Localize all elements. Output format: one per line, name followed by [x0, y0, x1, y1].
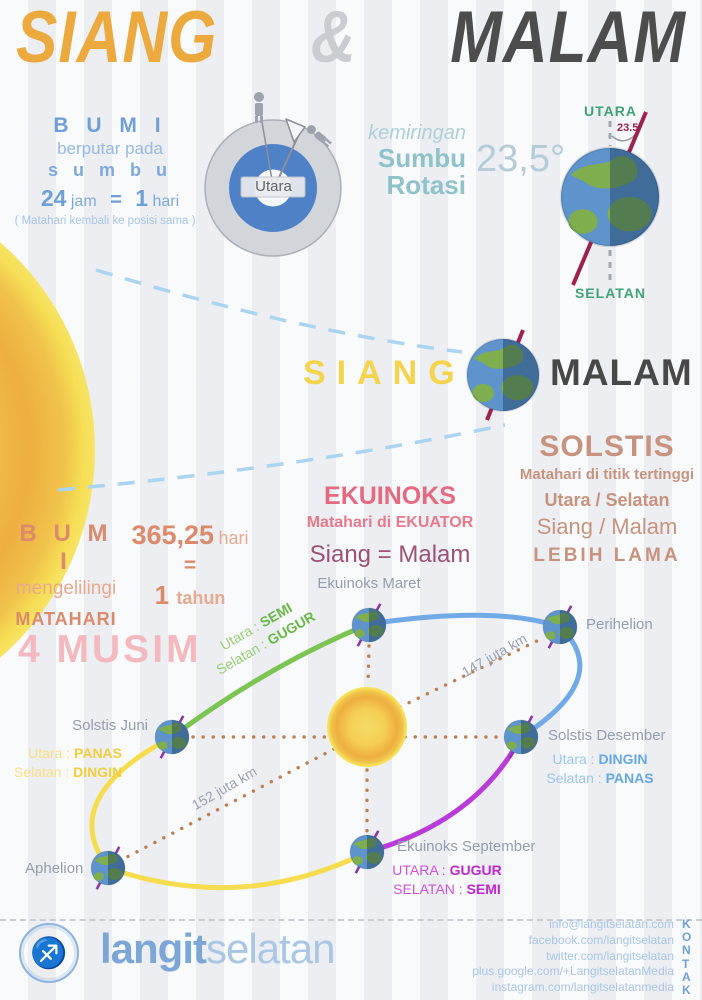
label-solstis-juni: Solstis Juni — [72, 717, 148, 734]
rotation-days: 1 — [135, 185, 149, 211]
sagittarius-icon: ♐ — [30, 936, 68, 970]
spin-arrow-head-icon — [285, 118, 306, 143]
sun-orbit-center — [327, 687, 407, 767]
contact-twitter: twitter.com/langitselatan — [545, 948, 674, 963]
brand-selatan: selatan — [206, 925, 335, 972]
distance-aphelion: 152 juta km — [188, 762, 260, 814]
orbit-arc-yellow — [89, 734, 370, 891]
earth-aphelion — [90, 850, 126, 886]
rotation-days-unit: hari — [152, 193, 180, 210]
orbit-arc-purple — [364, 734, 524, 855]
label-perihelion: Perihelion — [586, 616, 653, 633]
title-siang: SIANG — [16, 0, 218, 79]
orbit-dashed-upper — [95, 268, 463, 354]
solstis-line1: Matahari di titik tertinggi — [519, 466, 695, 483]
earth-axis-tilted — [571, 111, 648, 286]
rotation-block: B U M I berputar pada s u m b u 24 jam =… — [15, 114, 205, 227]
ekuinoks-title: EKUINOKS — [324, 482, 456, 510]
orbit-dashed-lower — [57, 423, 506, 492]
revolution-years: 1 — [154, 580, 170, 610]
rotation-equation: 24 jam = 1 hari — [15, 185, 205, 212]
night-label: MALAM — [550, 352, 693, 393]
distance-perihelion: 147 juta km — [458, 629, 530, 681]
rotation-sub2: s u m b u — [47, 160, 172, 180]
axis-south-label: SELATAN — [574, 285, 647, 301]
earth-day-night — [466, 338, 540, 412]
solstis-line4: LEBIH LAMA — [533, 545, 681, 566]
label-ekuinoks-september: Ekuinoks September — [397, 838, 536, 855]
revolution-sub2: MATAHARI — [15, 609, 117, 629]
rotation-sub1: berputar pada — [57, 139, 163, 158]
ekuinoks-line2: Siang = Malam — [309, 541, 471, 568]
revolution-days: 365,25 — [131, 520, 215, 550]
revolution-equals: = — [183, 554, 197, 577]
seasons-title: 4 MUSIM — [18, 628, 202, 671]
axis-north-label: UTARA — [584, 103, 637, 119]
spin-diagram — [204, 92, 342, 257]
orbit-arc-blue — [366, 612, 583, 740]
seasons-solstis-juni: Utara : PANAS Selatan : DINGIN — [14, 745, 123, 780]
revolution-heading: B U M I — [19, 520, 113, 575]
revolution-years-unit: tahun — [176, 588, 226, 608]
earth-tilt — [559, 146, 661, 248]
tilt-lead: kemiringan — [368, 122, 466, 144]
earth-solstis-juni — [154, 719, 190, 755]
revolution-block: B U M I mengelilingi MATAHARI 365,25 har… — [12, 520, 260, 630]
rotation-hours: 24 — [40, 185, 67, 211]
brand-langit: langit — [100, 925, 207, 972]
day-label: SIANG — [303, 354, 466, 392]
contact-googleplus: plus.google.com/+LangitselatanMedia — [472, 964, 674, 979]
person-lying-icon — [306, 125, 332, 148]
earth-axis-middle — [485, 329, 525, 421]
solstis-line2: Utara / Selatan — [544, 490, 670, 510]
label-solstis-desember: Solstis Desember — [548, 727, 666, 744]
solstis-title: SOLSTIS — [539, 430, 675, 463]
title-malam: MALAM — [450, 0, 686, 79]
label-aphelion: Aphelion — [25, 860, 84, 877]
contact-instagram: instagram.com/langitselatanmedia — [491, 980, 674, 995]
rotation-heading: B U M I — [53, 114, 167, 137]
kontak-vertical-label: KONTAK — [682, 917, 692, 998]
revolution-days-unit: hari — [218, 528, 249, 548]
spin-radius-line — [261, 121, 274, 187]
tilt-angle: 23,5° — [476, 138, 566, 180]
spin-hub-label: Utara — [255, 178, 292, 195]
ekuinoks-line1: Matahari di EKUATOR — [306, 514, 474, 531]
ekuinoks-block: EKUINOKS Matahari di EKUATOR Siang = Mal… — [292, 482, 488, 569]
tilt-block: kemiringan Sumbu Rotasi 23,5° — [348, 122, 565, 200]
earth-ekuinoks-september — [349, 834, 385, 870]
seasons-solstis-desember: Utara : DINGIN Selatan : PANAS — [546, 751, 654, 786]
earth-ekuinoks-maret — [351, 607, 387, 643]
tilt-line1: Sumbu — [377, 143, 466, 173]
earth-solstis-desember — [503, 719, 539, 755]
brand-logo: langitselatan — [100, 925, 335, 973]
tilt-line2: Rotasi — [386, 170, 466, 201]
solstis-block: SOLSTIS Matahari di titik tertinggi Utar… — [512, 430, 702, 567]
rotation-equals: = — [110, 189, 122, 211]
seasons-ekuinoks-september: UTARA : GUGUR SELATAN : SEMI — [392, 862, 502, 897]
label-ekuinoks-maret: Ekuinoks Maret — [317, 575, 421, 592]
contact-list: info@langitselatan.com facebook.com/lang… — [374, 917, 674, 996]
contact-email: info@langitselatan.com — [549, 917, 674, 931]
revolution-sub1: mengelilingi — [15, 578, 117, 599]
axis-angle-label: 23.5° — [617, 122, 643, 134]
solstis-line3: Siang / Malam — [536, 514, 678, 539]
footer-divider — [0, 919, 702, 921]
rotation-hours-unit: jam — [70, 193, 97, 210]
contact-facebook: facebook.com/langitselatan — [528, 932, 674, 947]
page-title: SIANG & MALAM — [0, 0, 702, 79]
rotation-note: ( Matahari kembali ke posisi sama ) — [14, 215, 196, 227]
person-standing-icon — [254, 92, 264, 123]
earth-perihelion — [542, 609, 578, 645]
langitselatan-badge-icon: ♐ — [19, 923, 79, 983]
title-ampersand: & — [310, 0, 357, 79]
